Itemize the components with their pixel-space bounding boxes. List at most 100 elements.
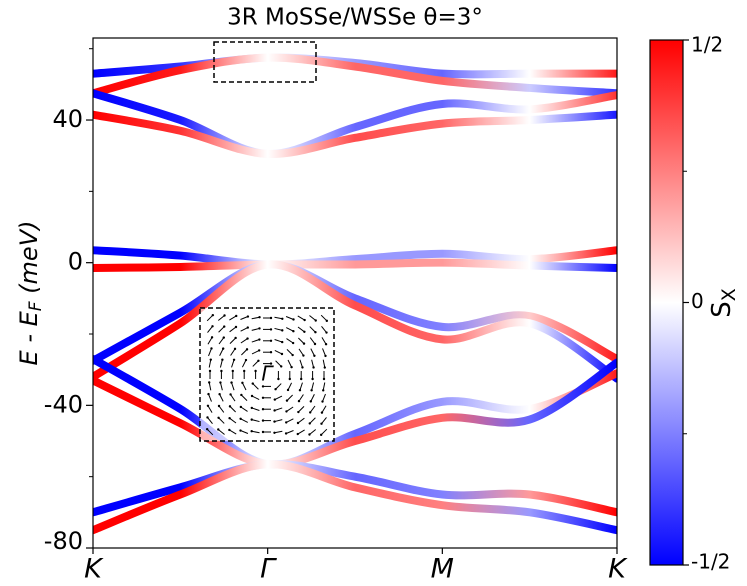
inset-arrow	[207, 337, 213, 345]
inset-arrow-head	[258, 338, 261, 341]
inset-arrow	[322, 348, 326, 357]
inset-arrow	[251, 339, 260, 343]
inset-arrow	[310, 393, 315, 402]
inset-arrow	[287, 359, 293, 368]
inset-arrow-head	[303, 318, 306, 322]
inset-arrow	[231, 359, 235, 368]
inset-arrow	[309, 326, 316, 333]
inset-arrow-head	[324, 354, 327, 358]
inset-arrow-head	[292, 318, 295, 321]
inset-arrow	[285, 316, 294, 320]
inset-arrow-head	[273, 420, 276, 423]
inset-arrow-head	[220, 369, 223, 373]
inset-arrow	[274, 395, 283, 401]
inset-arrow-head	[285, 410, 288, 413]
inset-arrow-head	[223, 314, 226, 317]
inset-arrow	[251, 316, 260, 320]
inset-arrow	[274, 407, 283, 411]
inset-arrow	[321, 337, 327, 345]
inset-arrow	[286, 406, 294, 412]
band	[93, 460, 617, 535]
inset-arrow	[240, 418, 249, 423]
inset-arrow-head	[246, 315, 250, 318]
inset-arrow-head	[314, 331, 317, 334]
inset-arrow	[274, 339, 283, 343]
inset-arrow-head	[261, 385, 265, 388]
inset-arrow-head	[288, 377, 291, 381]
inset-arrow-head	[210, 347, 213, 350]
inset-arrow	[218, 417, 225, 424]
inset-arrow-head	[310, 389, 313, 392]
y-label-sub: F	[26, 301, 46, 311]
inset-arrow	[311, 382, 315, 391]
band	[93, 260, 617, 383]
inset-arrow-head	[221, 358, 224, 361]
inset-arrow-head	[241, 381, 244, 385]
inset-arrow-head	[280, 340, 284, 344]
inset-arrow	[207, 405, 213, 413]
inset-arrow-head	[269, 328, 273, 331]
inset-arrow	[321, 417, 327, 425]
inset-arrow	[219, 348, 224, 357]
inset-arrow-head	[205, 427, 209, 431]
inset-arrow	[231, 382, 235, 391]
inset-arrow	[274, 430, 283, 434]
inset-arrow	[208, 359, 212, 368]
inset-arrow-head	[308, 433, 311, 436]
inset-arrow	[299, 359, 303, 368]
inset-arrow-head	[222, 336, 225, 339]
inset-arrow	[208, 382, 212, 391]
inset-arrow-head	[228, 405, 232, 408]
inset-arrow	[285, 430, 294, 434]
inset-arrow-head	[313, 354, 316, 357]
inset-arrow-head	[257, 349, 261, 352]
inset-arrow-head	[280, 365, 283, 368]
inset-arrow-head	[301, 366, 304, 369]
inset-arrow	[297, 315, 305, 321]
inset-arrow	[321, 325, 327, 333]
inset-arrow-head	[217, 404, 221, 408]
inset-arrow	[320, 314, 328, 322]
inset-arrow	[240, 327, 249, 332]
inset-arrow	[218, 326, 225, 333]
inset-box	[199, 307, 335, 442]
inset-arrow-head	[291, 353, 294, 357]
inset-arrow	[229, 429, 237, 435]
inset-arrow-head	[234, 325, 238, 329]
y-label-main: E - E	[15, 310, 43, 365]
inset-arrow-head	[303, 330, 306, 333]
inset-arrow-head	[232, 358, 236, 362]
inset-arrow	[298, 348, 304, 356]
inset-arrow-head	[231, 369, 234, 373]
inset-arrow-head	[230, 381, 233, 384]
inset-arrow	[251, 349, 260, 355]
inset-arrow-head	[229, 393, 232, 396]
inset-arrow-head	[320, 411, 324, 414]
inset-arrow-head	[254, 369, 257, 373]
inset-arrow-head	[209, 358, 212, 361]
inset-arrow	[309, 417, 316, 424]
inset-arrow	[240, 316, 249, 320]
inset-arrow	[251, 430, 260, 434]
inset-arrow-head	[251, 382, 254, 385]
inset-arrow	[298, 337, 305, 344]
inset-arrow-head	[284, 432, 288, 435]
inset-arrow	[241, 382, 247, 391]
inset-arrow-head	[269, 351, 273, 354]
inset-arrow	[207, 417, 213, 425]
inset-arrow-head	[286, 388, 290, 392]
inset-arrow	[217, 429, 225, 435]
band	[93, 53, 617, 98]
inset-arrow-head	[210, 336, 214, 339]
inset-arrow-head	[261, 396, 265, 399]
inset-arrow	[251, 395, 260, 401]
colorbar-tick-label: -1/2	[691, 550, 730, 574]
inset-arrow-head	[308, 422, 311, 425]
inset-arrow-head	[325, 331, 328, 334]
inset-arrow	[274, 327, 283, 331]
inset-arrow	[311, 359, 315, 368]
x-tick-label: K	[608, 554, 628, 585]
inset-arrow-head	[325, 319, 329, 323]
inset-arrow	[322, 382, 326, 391]
